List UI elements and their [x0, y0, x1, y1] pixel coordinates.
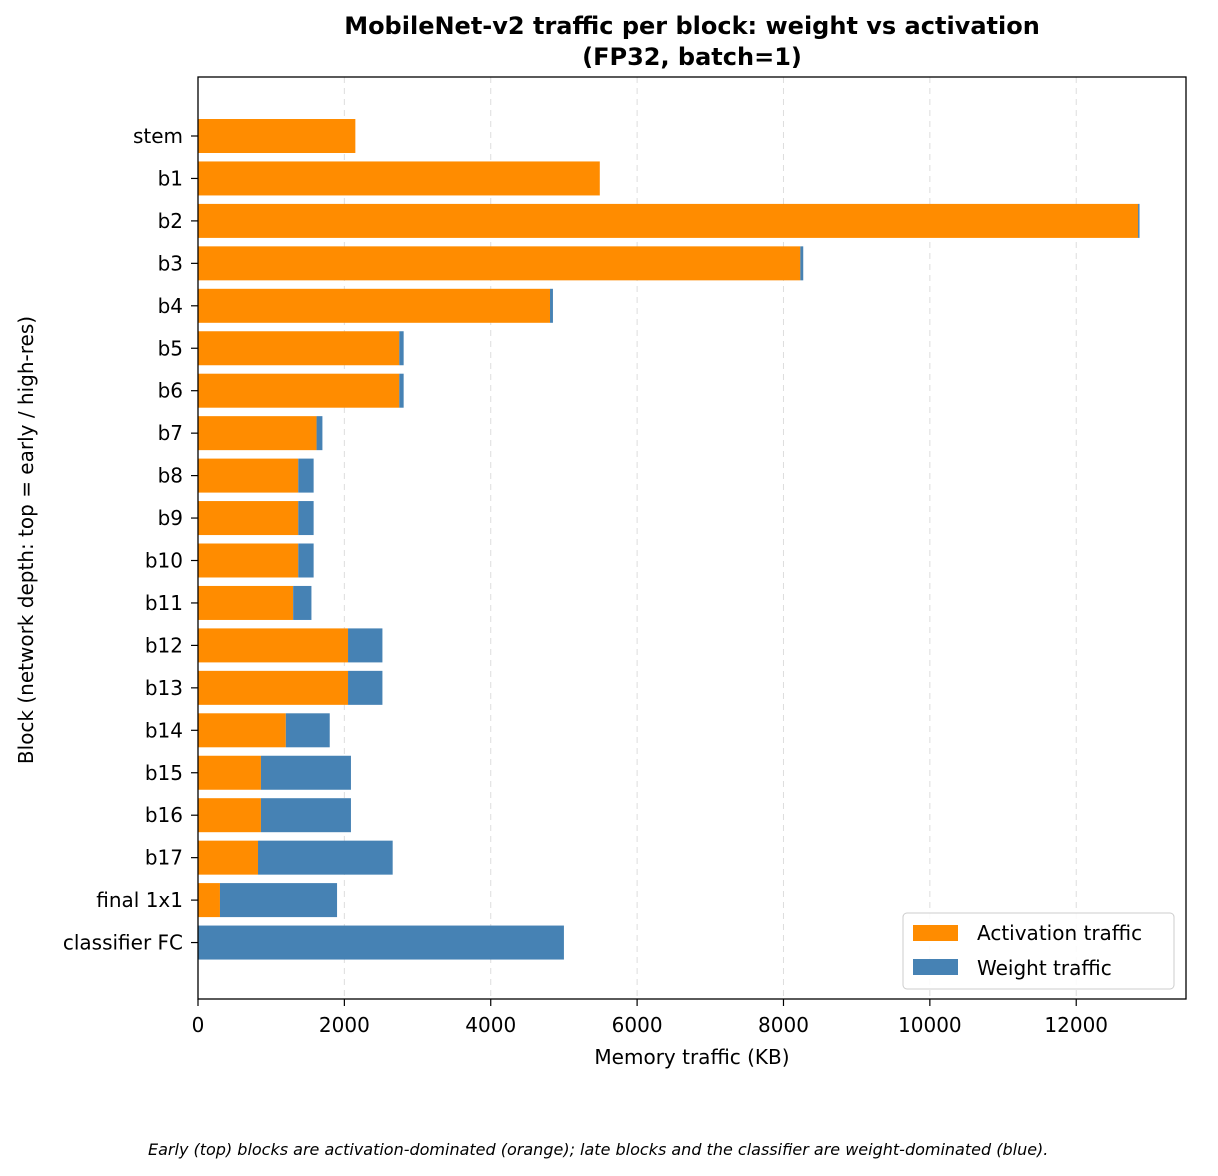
- figure-caption: Early (top) blocks are activation-domina…: [148, 1140, 1049, 1159]
- bar-weight-b6: [399, 373, 404, 408]
- bar-weight-b16: [260, 798, 351, 833]
- y-tick-label: final 1x1: [96, 888, 183, 912]
- x-tick-label: 2000: [319, 1013, 370, 1037]
- bar-activation-b14: [198, 713, 286, 748]
- x-tick-label: 4000: [465, 1013, 516, 1037]
- bar-weight-b4: [550, 288, 553, 323]
- y-tick-label: b14: [145, 718, 183, 742]
- bar-weight-b7: [316, 416, 323, 451]
- bar-weight-b9: [298, 501, 314, 536]
- bar-activation-b16: [198, 798, 261, 833]
- bar-activation-final-1x1: [198, 883, 220, 918]
- bar-weight-b14: [285, 713, 330, 748]
- y-tick-label: b12: [145, 633, 183, 657]
- x-tick-label: 12000: [1044, 1013, 1108, 1037]
- y-tick-label: stem: [133, 124, 183, 148]
- bar-weight-b5: [399, 331, 404, 366]
- y-tick-label: b8: [158, 464, 183, 488]
- y-tick-label: classifier FC: [63, 931, 183, 955]
- bar-weight-b17: [258, 840, 393, 875]
- bar-weight-b13: [348, 670, 383, 705]
- y-tick-label: b2: [158, 209, 183, 233]
- bar-weight-b10: [298, 543, 314, 578]
- bar-activation-b12: [198, 628, 349, 663]
- bar-weight-b8: [298, 458, 314, 493]
- bar-activation-b10: [198, 543, 299, 578]
- bar-activation-b7: [198, 416, 317, 451]
- legend-frame: [902, 912, 1175, 990]
- bar-activation-stem: [198, 119, 356, 153]
- legend: Activation traffic Weight traffic: [902, 912, 1175, 990]
- bar-activation-b3: [198, 246, 801, 281]
- bar-activation-b9: [198, 501, 299, 536]
- bar-activation-b2: [198, 203, 1139, 238]
- y-tick-label: b6: [158, 379, 183, 403]
- bar-weight-b15: [260, 755, 351, 790]
- y-tick-label: b17: [145, 846, 183, 870]
- bar-weight-final-1x1: [219, 883, 338, 918]
- chart-subtitle: (FP32, batch=1): [582, 43, 802, 71]
- legend-swatch-activation: [913, 925, 958, 941]
- x-tick-label: 10000: [898, 1013, 962, 1037]
- bar-activation-b4: [198, 288, 551, 323]
- y-tick-label: b5: [158, 336, 183, 360]
- y-ticks: stem b1 b2 b3 b4 b5 b6 b7 b8 b9 b10 b11 b12 b13 b14 b15…: [63, 124, 198, 955]
- bar-weight-b12: [348, 628, 383, 663]
- bar-weight-classifier-FC: [198, 925, 564, 960]
- bar-activation-b17: [198, 840, 259, 875]
- x-tick-label: 8000: [758, 1013, 809, 1037]
- bar-activation-b15: [198, 755, 261, 790]
- legend-label-weight: Weight traffic: [977, 956, 1112, 980]
- y-axis-label: Block (network depth: top = early / high…: [14, 316, 38, 764]
- x-tick-label: 0: [192, 1013, 205, 1037]
- x-ticks: 0 2000 4000 6000 8000 10000 12000: [192, 999, 1108, 1037]
- plot-frame: [197, 76, 1187, 1000]
- y-tick-label: b1: [158, 166, 183, 190]
- chart: MobileNet-v2 traffic per block: weight v…: [14, 12, 1187, 1069]
- legend-label-activation: Activation traffic: [977, 921, 1142, 945]
- bar-weight-b11: [293, 585, 312, 620]
- y-tick-label: b10: [145, 549, 183, 573]
- y-tick-label: b16: [145, 803, 183, 827]
- bar-activation-b6: [198, 373, 400, 408]
- bar-weight-b2: [1138, 203, 1140, 238]
- x-tick-label: 6000: [612, 1013, 663, 1037]
- legend-swatch-weight: [913, 959, 958, 975]
- bar-activation-b1: [198, 161, 600, 196]
- chart-title: MobileNet-v2 traffic per block: weight v…: [344, 12, 1040, 40]
- bars: [198, 119, 1140, 960]
- y-tick-label: b3: [158, 251, 183, 275]
- y-tick-label: b11: [145, 591, 183, 615]
- x-axis-label: Memory traffic (KB): [594, 1045, 789, 1069]
- bar-activation-b11: [198, 585, 294, 620]
- y-tick-label: b7: [158, 421, 183, 445]
- y-tick-label: b9: [158, 506, 183, 530]
- bar-activation-b5: [198, 331, 400, 366]
- y-tick-label: b15: [145, 761, 183, 785]
- bar-weight-b3: [800, 246, 804, 281]
- y-tick-label: b13: [145, 676, 183, 700]
- bar-activation-b13: [198, 670, 349, 705]
- bar-activation-b8: [198, 458, 299, 493]
- y-tick-label: b4: [158, 294, 183, 318]
